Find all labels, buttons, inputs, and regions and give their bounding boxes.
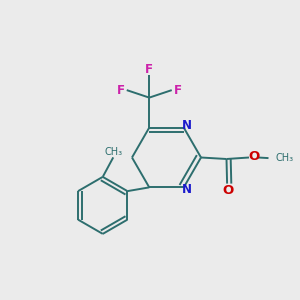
Text: O: O (222, 184, 233, 197)
Text: F: F (117, 84, 125, 97)
Text: CH₃: CH₃ (275, 153, 293, 163)
Text: N: N (182, 183, 192, 196)
Text: N: N (182, 119, 192, 132)
Text: F: F (145, 63, 153, 76)
Text: F: F (174, 84, 182, 97)
Text: O: O (248, 150, 260, 164)
Text: CH₃: CH₃ (104, 147, 122, 157)
